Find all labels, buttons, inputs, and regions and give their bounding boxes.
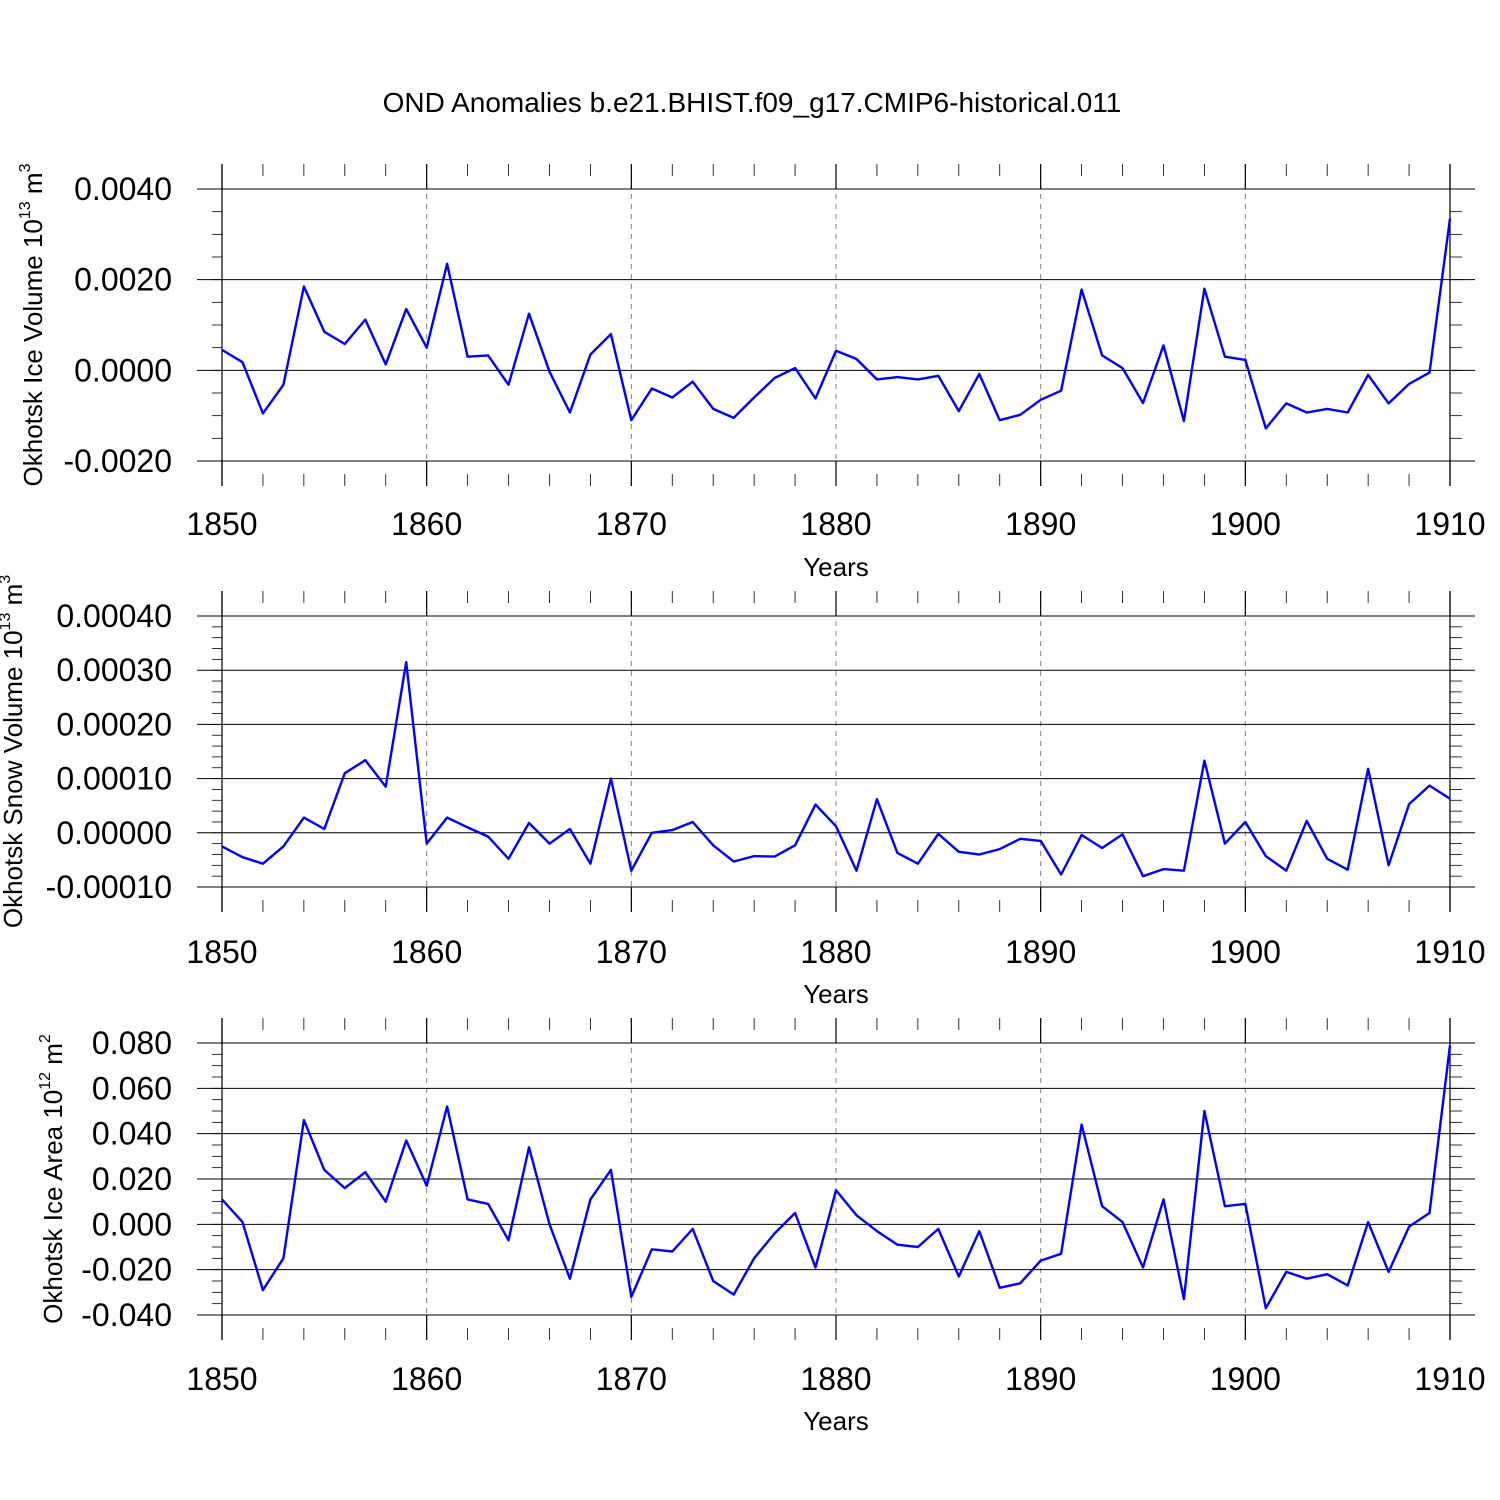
x-tick-label: 1890 — [1005, 506, 1076, 542]
y-label-unit-exponent: 3 — [0, 575, 14, 584]
series-line — [221, 1045, 1452, 1310]
x-tick-label: 1880 — [800, 934, 871, 970]
y-label-unit: m — [38, 1043, 68, 1072]
x-tick-label: 1890 — [1005, 1361, 1076, 1397]
y-label-exponent: 13 — [17, 201, 34, 219]
y-tick-label: 0.0040 — [74, 171, 172, 207]
x-axis-label: Years — [803, 979, 869, 1009]
panel-1: -0.0020 0.0000 0.0020 0.0040 1850 1860 1870 188… — [17, 163, 1486, 582]
y-axis-label: Okhotsk Ice Area 1012 m2 — [37, 1034, 68, 1324]
y-tick-label: 0.00000 — [56, 815, 172, 851]
x-tick-label: 1870 — [596, 1361, 667, 1397]
x-tick-label: 1890 — [1005, 934, 1076, 970]
y-label-main: Okhotsk Snow Volume 10 — [0, 630, 28, 928]
y-tick-label: -0.00010 — [46, 869, 172, 905]
y-tick-label: 0.0000 — [74, 352, 172, 388]
y-axis-label: Okhotsk Ice Volume 1013 m3 — [17, 163, 48, 486]
y-tick-label: -0.040 — [81, 1297, 172, 1333]
y-label-unit: m — [0, 584, 28, 613]
x-tick-label: 1850 — [186, 506, 257, 542]
y-tick-label: 0.040 — [92, 1116, 172, 1152]
y-tick-label: 0.080 — [92, 1025, 172, 1061]
y-tick-label: 0.00020 — [56, 706, 172, 742]
y-label-unit-exponent: 2 — [37, 1034, 54, 1043]
y-tick-label: 0.000 — [92, 1206, 172, 1242]
panels: -0.0020 0.0000 0.0020 0.0040 1850 1860 1870 188… — [0, 163, 1486, 1436]
x-tick-label: 1880 — [800, 506, 871, 542]
x-tick-label: 1860 — [391, 1361, 462, 1397]
x-tick-label: 1910 — [1414, 1361, 1485, 1397]
y-label-main: Okhotsk Ice Area 10 — [38, 1090, 68, 1324]
x-axis-label: Years — [803, 1406, 869, 1436]
x-tick-label: 1900 — [1210, 1361, 1281, 1397]
series-line — [221, 218, 1452, 430]
y-label-exponent: 13 — [0, 613, 14, 631]
y-tick-label: 0.020 — [92, 1161, 172, 1197]
x-tick-label: 1880 — [800, 1361, 871, 1397]
x-tick-label: 1900 — [1210, 934, 1281, 970]
figure-title: OND Anomalies b.e21.BHIST.f09_g17.CMIP6-… — [383, 87, 1122, 118]
y-label-main: Okhotsk Ice Volume 10 — [18, 219, 48, 486]
y-tick-label: 0.0020 — [74, 262, 172, 298]
x-tick-label: 1850 — [186, 1361, 257, 1397]
y-tick-label: 0.00010 — [56, 761, 172, 797]
x-tick-label: 1900 — [1210, 506, 1281, 542]
y-tick-label: 0.00040 — [56, 598, 172, 634]
x-tick-label: 1850 — [186, 934, 257, 970]
x-tick-label: 1860 — [391, 506, 462, 542]
y-tick-label: 0.00030 — [56, 652, 172, 688]
x-axis-label: Years — [803, 552, 869, 582]
panel-3: -0.040 -0.020 0.000 0.020 0.040 0.060 0.080 185… — [37, 1018, 1486, 1436]
y-label-unit: m — [18, 172, 48, 201]
y-tick-label: -0.020 — [81, 1252, 172, 1288]
x-tick-label: 1870 — [596, 934, 667, 970]
y-label-exponent: 12 — [37, 1072, 54, 1090]
panel-2: -0.00010 0.00000 0.00010 0.00020 0.00030 0.00… — [0, 575, 1486, 1009]
x-tick-label: 1910 — [1414, 506, 1485, 542]
y-axis-label: Okhotsk Snow Volume 1013 m3 — [0, 575, 28, 928]
y-label-unit-exponent: 3 — [17, 163, 34, 172]
x-tick-label: 1870 — [596, 506, 667, 542]
x-tick-label: 1910 — [1414, 934, 1485, 970]
y-tick-label: 0.060 — [92, 1070, 172, 1106]
y-tick-label: -0.0020 — [63, 443, 172, 479]
x-tick-label: 1860 — [391, 934, 462, 970]
